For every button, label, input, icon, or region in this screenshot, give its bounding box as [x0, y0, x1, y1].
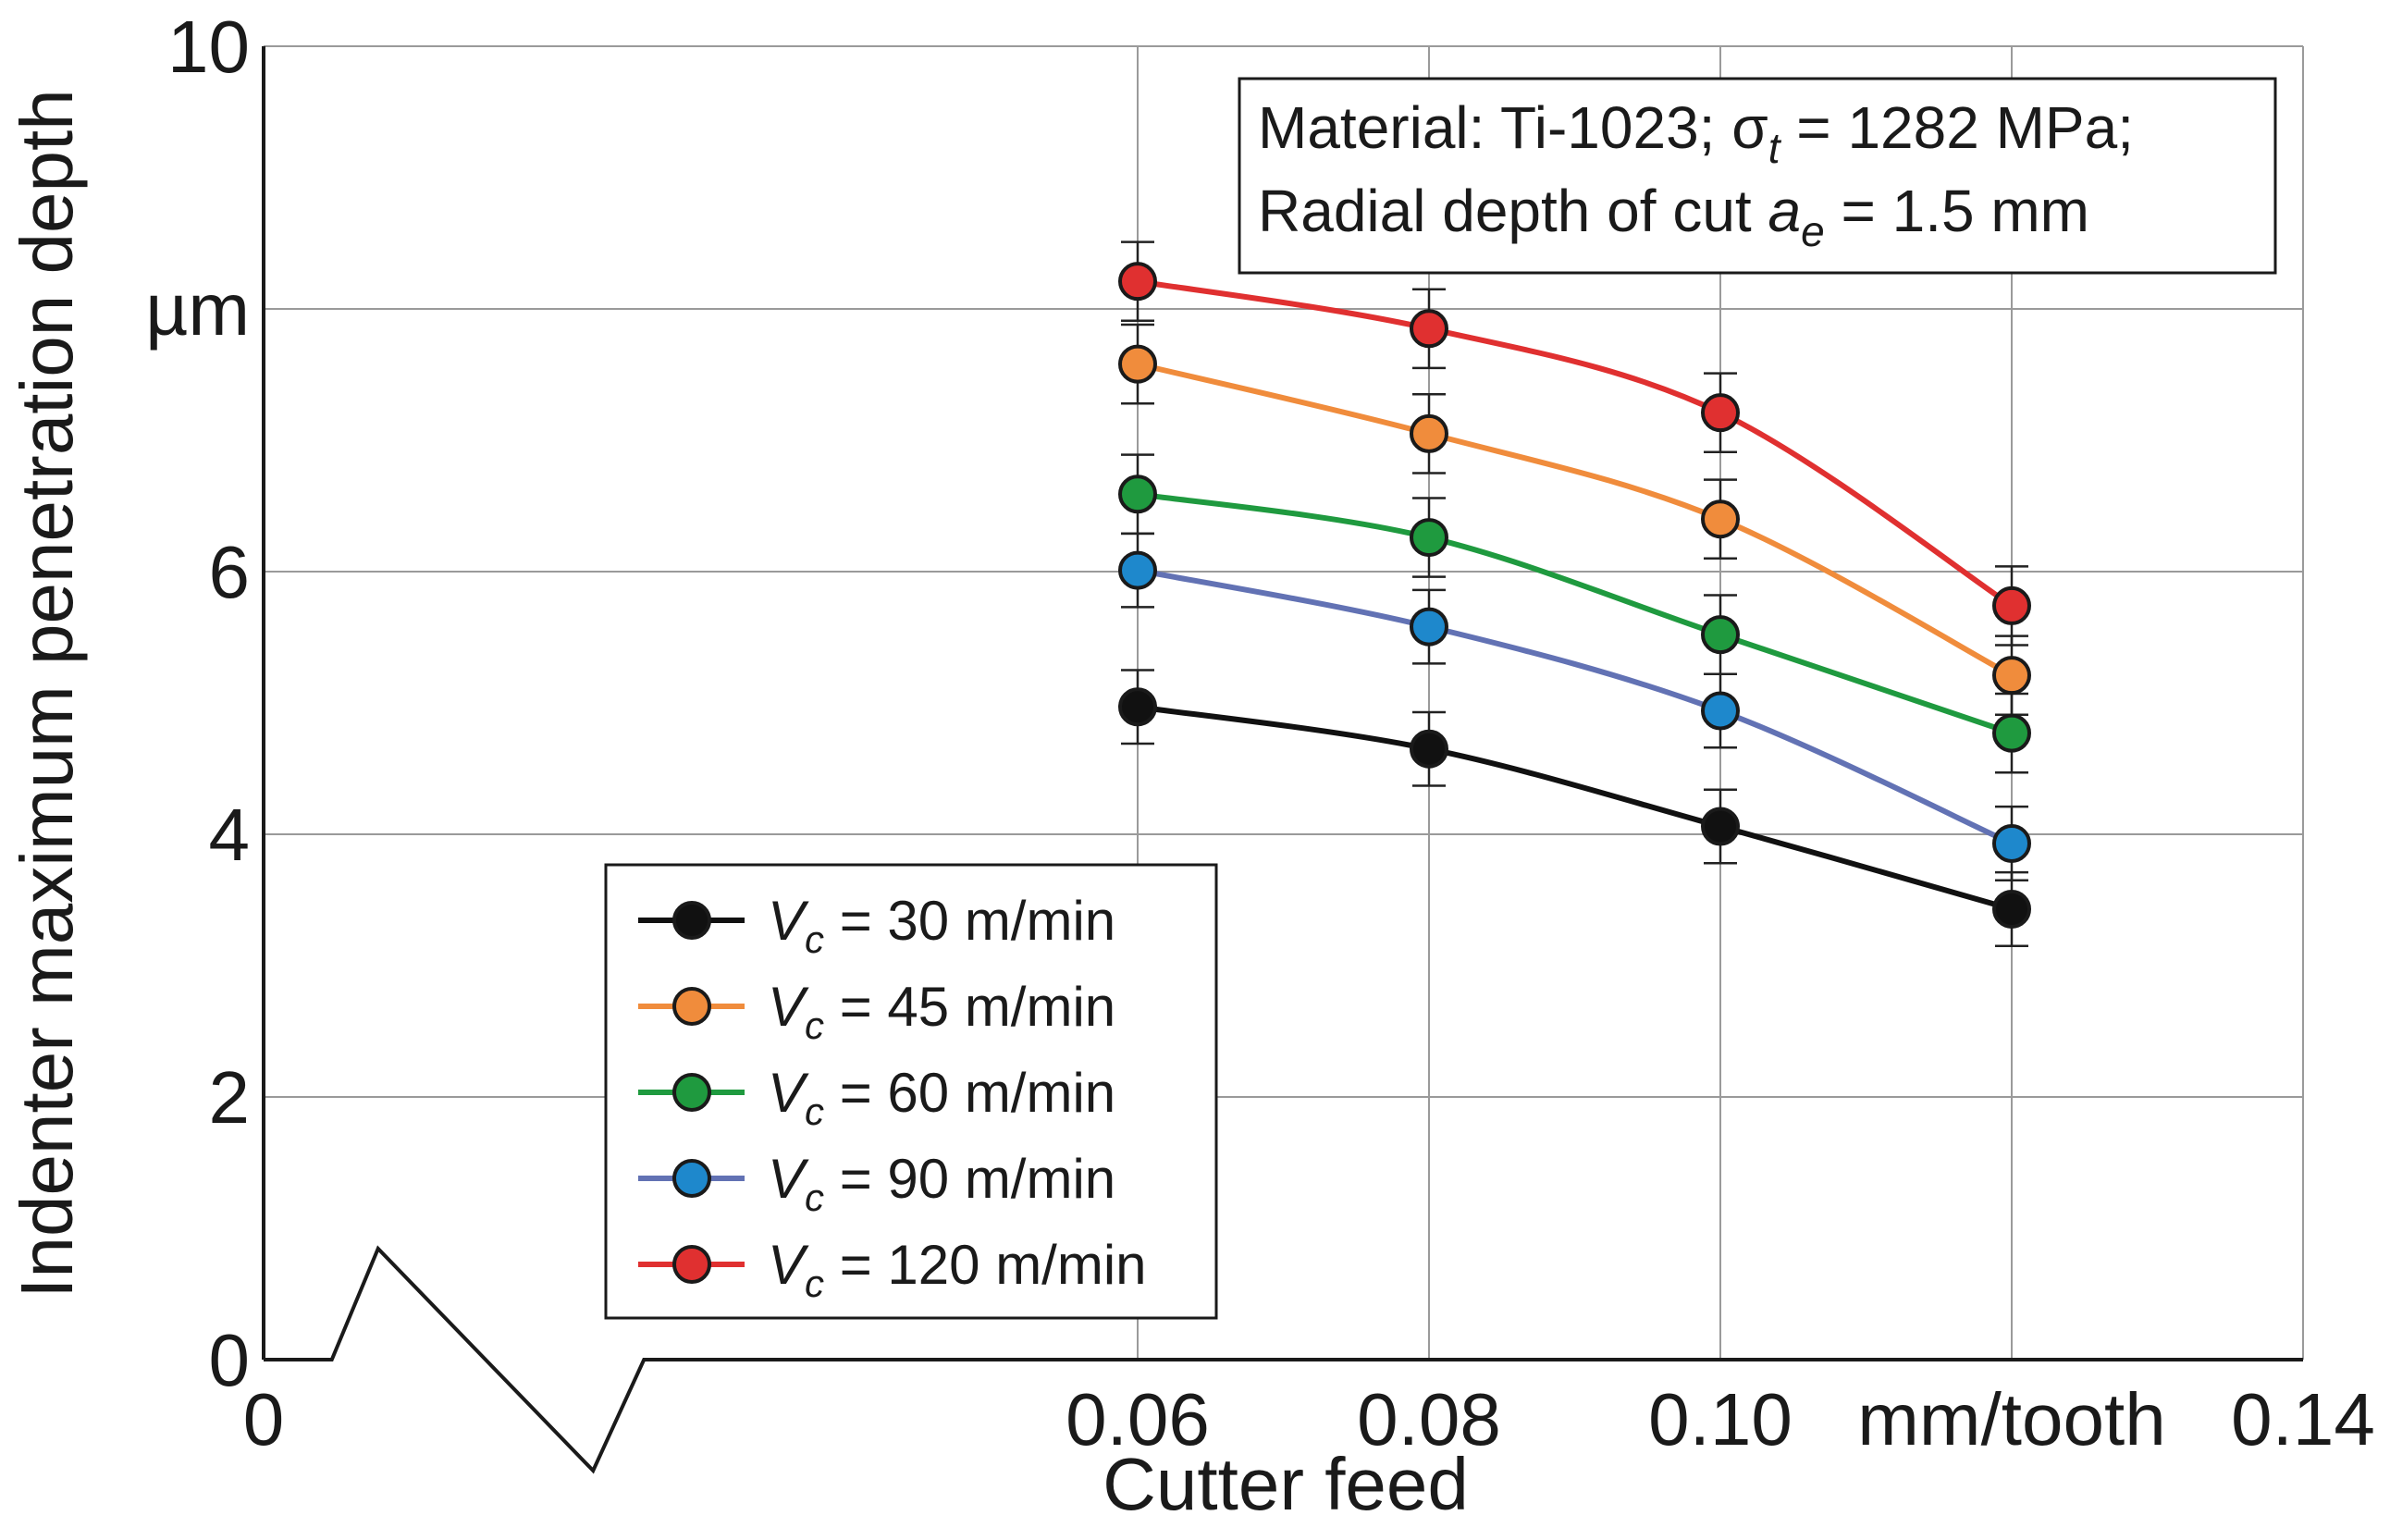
y-tick-label: 0	[209, 1319, 251, 1401]
annotation-line-1: Material: Ti-1023; σt = 1282 MPa;	[1258, 94, 2134, 172]
data-point	[1701, 615, 1740, 655]
data-point	[1118, 550, 1157, 590]
series	[1118, 240, 2031, 947]
x-tick-label: 0.14	[2231, 1378, 2375, 1460]
series-line	[1137, 704, 2013, 912]
x-tick-label: 0.08	[1357, 1378, 1501, 1460]
legend-marker	[672, 987, 711, 1026]
legend-label: Vc = 45 m/min	[768, 976, 1115, 1047]
data-point	[1118, 474, 1157, 514]
x-axis-line-with-break	[264, 1245, 2303, 1474]
annotation-frame	[1238, 77, 2277, 275]
data-point	[1410, 607, 1448, 647]
data-point	[1992, 823, 2031, 863]
series-line	[1137, 491, 2013, 736]
data-point	[1118, 344, 1157, 384]
series-lines	[1137, 278, 2014, 912]
series-line	[1137, 567, 2014, 846]
data-point	[1410, 309, 1448, 349]
data-point	[1701, 393, 1740, 433]
legend-label: Vc = 60 m/min	[768, 1062, 1115, 1133]
legend-marker	[672, 1073, 711, 1112]
data-point	[1701, 499, 1740, 539]
y-tick-label: 4	[209, 794, 251, 876]
data-point	[1118, 262, 1157, 302]
legend-marker	[672, 901, 711, 940]
legend-label: Vc = 120 m/min	[768, 1234, 1147, 1305]
legend-label: Vc = 90 m/min	[768, 1148, 1115, 1219]
x-tick-label: 0	[243, 1378, 285, 1460]
series-line	[1137, 361, 2014, 678]
y-tick-label: µm	[145, 268, 250, 351]
series-line	[1137, 278, 2014, 609]
data-point	[1410, 413, 1448, 453]
annotation-box: Material: Ti-1023; σt = 1282 MPa; Radial…	[1238, 77, 2277, 275]
data-point	[1118, 687, 1157, 727]
annotation-line-2: Radial depth of cut ae = 1.5 mm	[1258, 178, 2089, 255]
data-point	[1992, 713, 2031, 753]
y-tick-label: 6	[209, 531, 251, 613]
legend-marker	[672, 1159, 711, 1198]
x-tick-label: 0.06	[1066, 1378, 1210, 1460]
y-tick-label: 2	[209, 1056, 251, 1139]
axes	[262, 46, 2303, 1474]
legend-label: Vc = 30 m/min	[768, 890, 1115, 961]
legend: Vc = 30 m/min Vc = 45 m/min Vc = 60 m/min V…	[604, 863, 1218, 1320]
x-tick-label: mm/tooth	[1857, 1378, 2165, 1460]
data-point	[1992, 889, 2031, 929]
legend-marker	[672, 1245, 711, 1284]
data-point	[1410, 518, 1448, 558]
tick-labels: 0 2 4 6 µm 10 0 0.06 0.08 0.10 mm/tooth 0.14	[145, 6, 2375, 1460]
data-points	[1118, 262, 2031, 929]
data-point	[1992, 585, 2031, 625]
y-tick-label: 10	[167, 6, 250, 88]
y-axis-label: Indenter maximum penetration depth	[6, 89, 88, 1298]
data-point	[1701, 691, 1740, 731]
data-point	[1701, 807, 1740, 846]
data-point	[1992, 656, 2031, 696]
x-axis-label: Cutter feed	[1103, 1443, 1469, 1525]
data-point	[1410, 729, 1448, 769]
x-tick-label: 0.10	[1648, 1378, 1792, 1460]
